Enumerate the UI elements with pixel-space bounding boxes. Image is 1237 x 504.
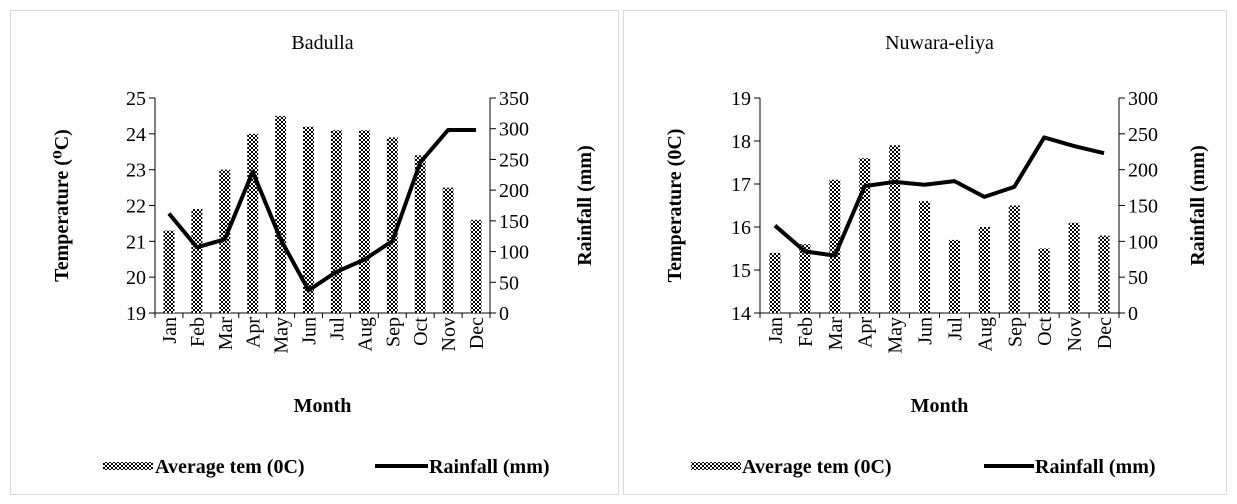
left-tick-label: 25 [126, 88, 146, 110]
month-label: Dec [466, 317, 488, 349]
right-tick-label: 0 [499, 303, 509, 325]
right-tick-label: 300 [499, 119, 529, 141]
legend-bar-swatch [103, 462, 153, 470]
right-tick-label: 250 [499, 149, 529, 171]
chart-title: Badulla [291, 32, 353, 54]
right-tick-label: 150 [1128, 196, 1158, 218]
rainfall-line [167, 127, 477, 293]
legend-line-label: Rainfall (mm) [1035, 456, 1156, 478]
left-tick-label: 17 [731, 174, 751, 196]
x-axis-title: Month [294, 395, 352, 417]
temperature-bar [889, 145, 901, 313]
month-label: Nov [1064, 317, 1086, 351]
temperature-bar [303, 126, 315, 314]
left-tick-label: 23 [126, 160, 146, 182]
temperature-bar [386, 137, 398, 313]
month-label: Oct [410, 317, 432, 346]
chart-svg: Nuwara-eliya 14 15 16 17 18 19 0 50 100 150 200 250 3… [664, 32, 1209, 478]
right-tick-label: 200 [499, 180, 529, 202]
right-tick-label: 0 [1128, 303, 1138, 325]
month-label: Feb [187, 317, 209, 347]
right-tick-label: 250 [1128, 124, 1158, 146]
left-tick-label: 15 [731, 260, 751, 282]
month-label: Jul [326, 317, 348, 341]
temperature-bar [799, 244, 811, 313]
legend-bar-label: Average tem (0C) [742, 456, 892, 478]
temperature-bar [442, 187, 454, 313]
y-axis-title: Temperature (⁰C) [51, 129, 73, 282]
month-label: Sep [382, 317, 404, 347]
temperature-bar [829, 179, 841, 313]
right-tick-label: 150 [499, 211, 529, 233]
right-tick-label: 200 [1128, 160, 1158, 182]
left-tick-label: 18 [731, 131, 751, 153]
month-label: Apr [855, 317, 877, 348]
temperature-bar [948, 239, 960, 313]
right-tick-label: 350 [499, 88, 529, 110]
temperature-bar [978, 227, 990, 313]
temperature-bar [247, 133, 259, 313]
left-tick-label: 24 [126, 124, 146, 146]
right-tick-label: 300 [1128, 88, 1158, 110]
month-label: Nov [438, 317, 460, 351]
month-label: Jul [944, 317, 966, 341]
month-label: Mar [825, 317, 847, 351]
right-tick-label: 50 [1128, 267, 1148, 289]
right-tick-label: 100 [499, 242, 529, 264]
temperature-bar [275, 115, 287, 314]
left-tick-label: 16 [731, 217, 751, 239]
right-tick-label: 100 [1128, 231, 1158, 253]
left-tick-label: 14 [731, 303, 751, 325]
chart-panel-nuwara-eliya: Nuwara-eliya 14 15 16 17 18 19 0 50 100 150 200 250 3… [623, 10, 1227, 495]
month-label: Mar [215, 317, 237, 351]
temperature-bar [330, 130, 342, 313]
month-label: Dec [1094, 317, 1116, 349]
month-label: Apr [243, 317, 265, 348]
month-label: May [271, 317, 293, 354]
month-label: Jun [915, 317, 937, 345]
temperature-bar [358, 130, 370, 313]
temperature-bar [191, 209, 203, 313]
month-label: May [885, 317, 907, 354]
temperature-bar [1038, 248, 1050, 313]
month-label: Oct [1034, 317, 1056, 346]
month-label: Feb [795, 317, 817, 347]
month-label: Sep [1004, 317, 1026, 347]
legend-bar-label: Average tem (0C) [155, 456, 305, 478]
y2-axis-title: Rainfall (mm) [574, 145, 596, 266]
month-label: Aug [974, 317, 996, 351]
left-tick-label: 21 [126, 231, 146, 253]
month-label: Jan [765, 317, 787, 344]
temperature-bar [919, 201, 931, 313]
left-tick-label: 20 [126, 267, 146, 289]
temperature-bar [414, 155, 426, 313]
temperature-bar [1008, 205, 1020, 313]
legend-line-label: Rainfall (mm) [429, 456, 550, 478]
left-tick-label: 19 [731, 88, 751, 110]
temperature-bar [1098, 235, 1110, 313]
x-axis-title: Month [911, 395, 969, 417]
left-tick-label: 19 [126, 303, 146, 325]
legend-bar-swatch [691, 462, 741, 470]
chart-panel-badulla: Badulla 19 20 21 22 23 24 25 0 50 100 150 200 250 300 3… [10, 10, 619, 495]
y-axis-title: Temperature (0C) [664, 129, 686, 283]
left-tick-label: 22 [126, 196, 146, 218]
month-label: Aug [354, 317, 376, 351]
temperature-bar [1068, 222, 1080, 313]
y2-axis-title: Rainfall (mm) [1187, 145, 1209, 266]
temperature-bar [470, 219, 482, 313]
month-label: Jan [159, 317, 181, 344]
rainfall-line [773, 135, 1105, 258]
right-tick-label: 50 [499, 272, 519, 294]
month-label: Jun [299, 317, 321, 345]
temperature-bar [769, 252, 781, 313]
chart-title: Nuwara-eliya [885, 32, 994, 54]
temperature-bar [859, 158, 871, 313]
chart-svg: Badulla192021222324250501001502002503003… [51, 32, 596, 478]
temperature-bar [163, 230, 175, 313]
